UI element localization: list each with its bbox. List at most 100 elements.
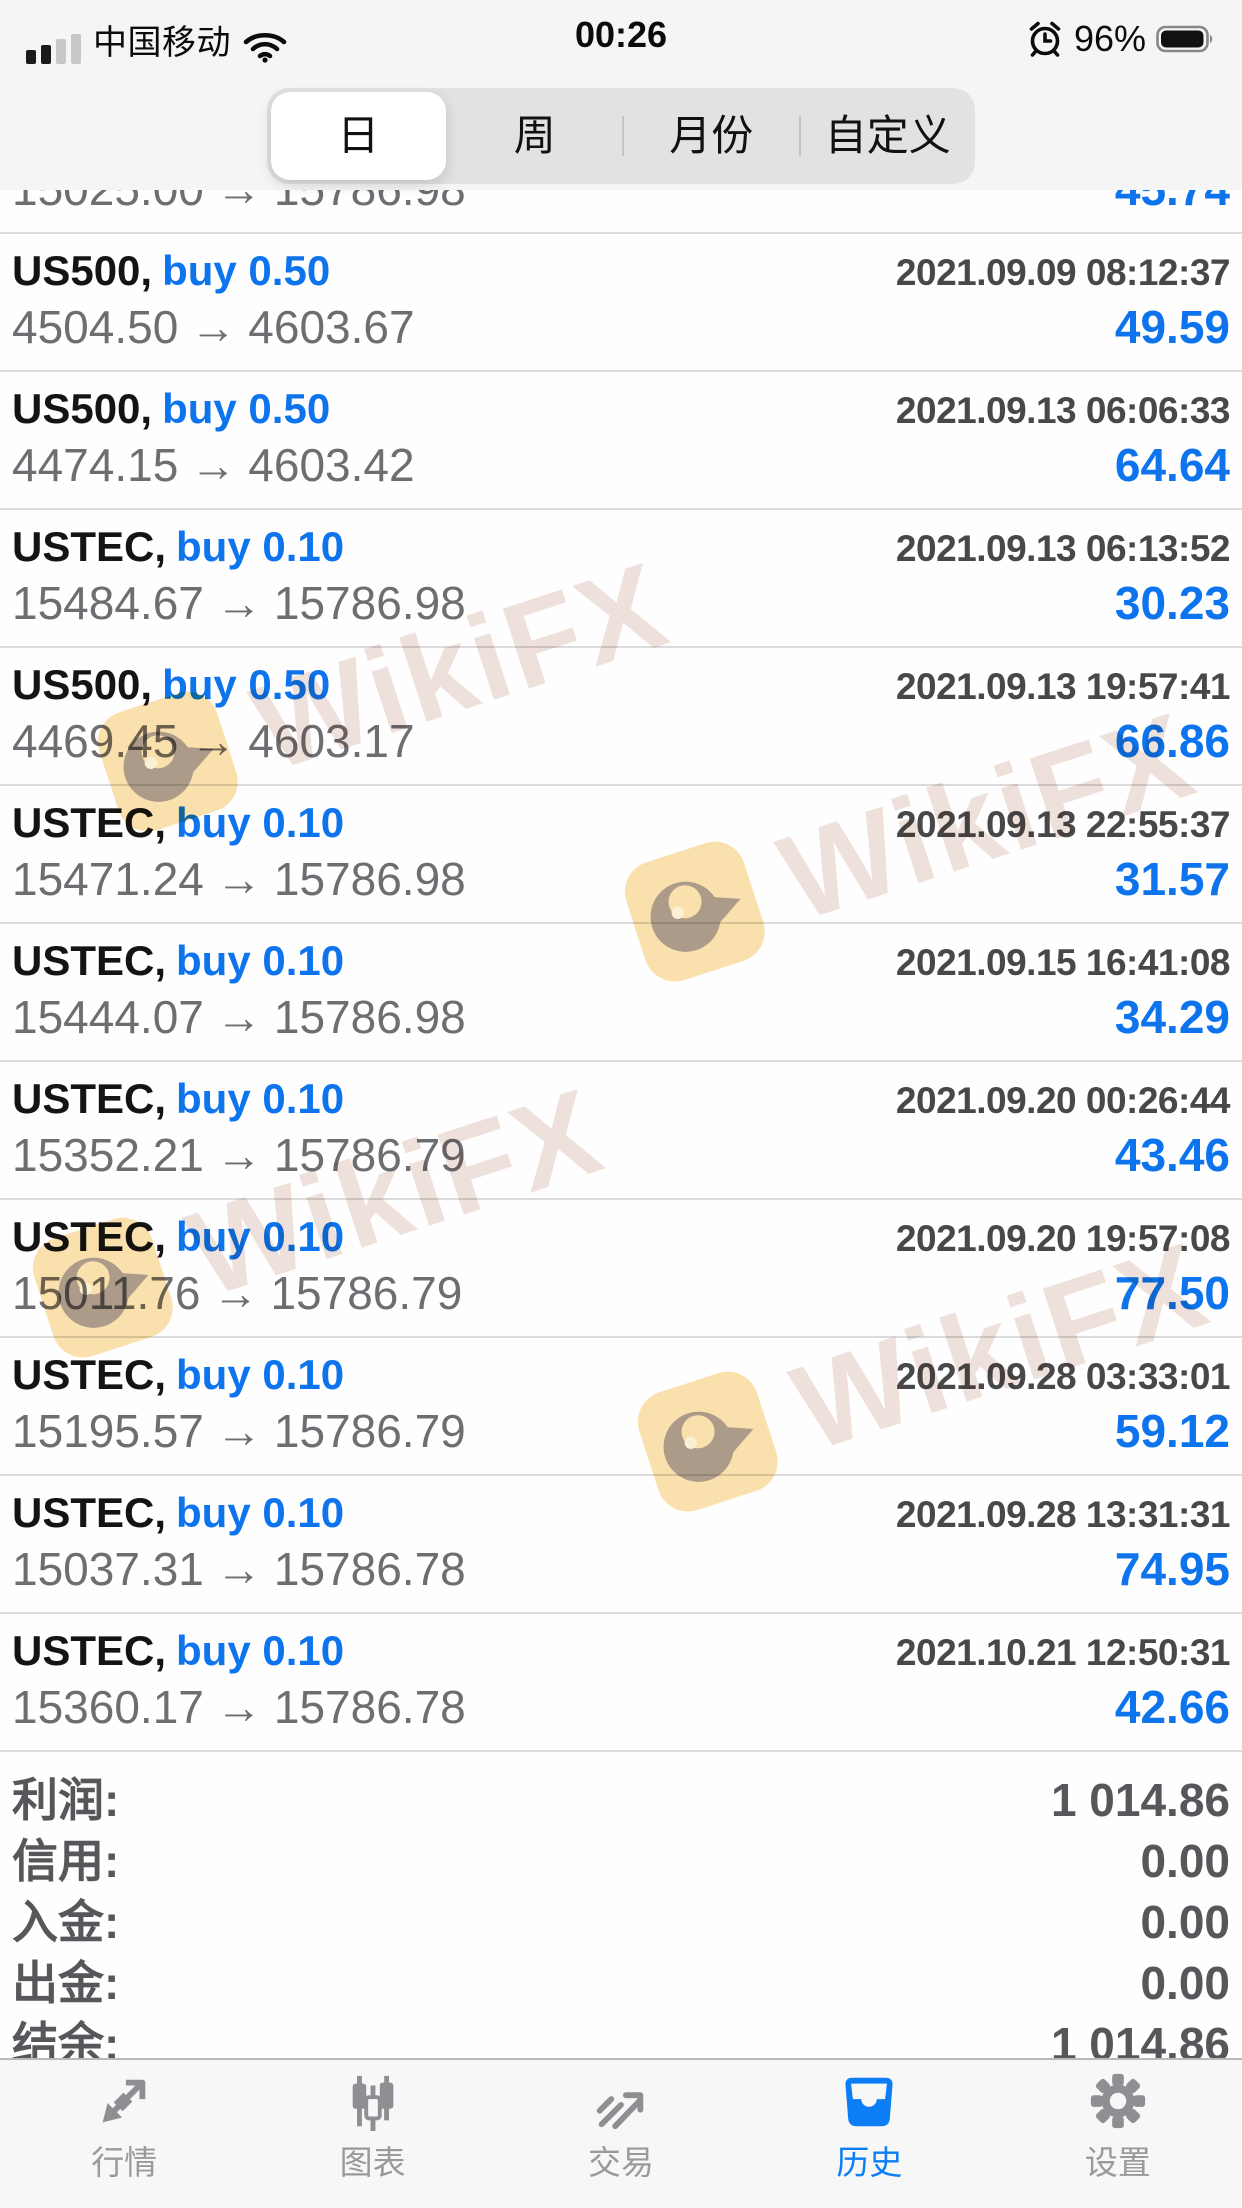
tab-charts[interactable]: 图表 bbox=[248, 2060, 496, 2208]
clipped-trade-row[interactable]: 15025.00 → 15786.98 45.74 bbox=[0, 190, 1242, 234]
segment-option-1[interactable]: 周 bbox=[513, 112, 556, 159]
cellular-signal-icon bbox=[26, 33, 81, 64]
trade-close-time: 2021.09.28 03:33:01 bbox=[895, 1356, 1231, 1397]
status-time: 00:26 bbox=[574, 14, 668, 55]
trade-row[interactable]: US500, buy 0.50 2021.09.13 06:06:33 4474.… bbox=[0, 372, 1242, 510]
tab-trade[interactable]: 交易 bbox=[497, 2060, 745, 2208]
segment-option-3[interactable]: 自定义 bbox=[824, 112, 951, 159]
trade-row[interactable]: US500, buy 0.50 2021.09.13 19:57:41 4469.… bbox=[0, 648, 1242, 786]
tab-quotes[interactable]: 行情 bbox=[0, 2060, 248, 2208]
summary-line: 出金: 0.00 bbox=[12, 1953, 1230, 2014]
trade-row[interactable]: USTEC, buy 0.10 2021.09.13 06:13:52 15484… bbox=[0, 510, 1242, 648]
battery-percent-label: 96% bbox=[1073, 18, 1146, 59]
trade-row[interactable]: USTEC, buy 0.10 2021.09.28 03:33:01 15195… bbox=[0, 1338, 1242, 1476]
trade-side: buy 0.10 bbox=[176, 1489, 345, 1536]
trade-row[interactable]: USTEC, buy 0.10 2021.09.20 19:57:08 15011… bbox=[0, 1200, 1242, 1338]
trade-close-price: 15786.98 bbox=[273, 577, 466, 629]
arrow-right-icon: → bbox=[215, 1543, 262, 1595]
trade-side: buy 0.10 bbox=[176, 799, 345, 846]
trade-profit: 74.95 bbox=[1114, 1543, 1230, 1595]
summary-line: 入金: 0.00 bbox=[12, 1892, 1230, 1953]
summary-value: 0.00 bbox=[1140, 1957, 1230, 2009]
trade-profit: 43.46 bbox=[1114, 1129, 1230, 1181]
trade-close-price: 4603.17 bbox=[248, 715, 415, 767]
trade-open-price: 15471.24 bbox=[12, 853, 204, 905]
trade-open-price: 4504.50 bbox=[12, 301, 179, 353]
summary-label: 出金: bbox=[12, 1957, 120, 2009]
summary-value: 1 014.86 bbox=[1050, 1774, 1230, 1826]
trade-profit: 59.12 bbox=[1114, 1405, 1230, 1457]
trade-close-price: 15786.98 bbox=[273, 991, 466, 1043]
trade-side: buy 0.50 bbox=[162, 247, 331, 294]
trade-close-price: 15786.79 bbox=[270, 1267, 463, 1319]
status-bar: 中国移动 00:26 96% bbox=[0, 0, 1242, 68]
trade-close-price: 15786.79 bbox=[273, 1405, 466, 1457]
trade-close-price: 15786.78 bbox=[273, 1681, 466, 1733]
battery-icon bbox=[1156, 24, 1216, 54]
trade-close-price: 4603.42 bbox=[248, 439, 415, 491]
trade-row[interactable]: USTEC, buy 0.10 2021.09.13 22:55:37 15471… bbox=[0, 786, 1242, 924]
tab-settings[interactable]: 设置 bbox=[994, 2060, 1242, 2208]
trade-row[interactable]: US500, buy 0.50 2021.09.09 08:12:37 4504.… bbox=[0, 234, 1242, 372]
trade-close-time: 2021.09.15 16:41:08 bbox=[895, 942, 1231, 983]
summary-line: 信用: 0.00 bbox=[12, 1831, 1230, 1892]
carrier-label: 中国移动 bbox=[93, 23, 231, 62]
trade-icon bbox=[596, 2092, 644, 2130]
trade-profit: 77.50 bbox=[1114, 1267, 1230, 1319]
arrow-right-icon: → bbox=[215, 1405, 262, 1457]
trade-row[interactable]: USTEC, buy 0.10 2021.09.20 00:26:44 15352… bbox=[0, 1062, 1242, 1200]
trade-symbol: USTEC, bbox=[12, 1351, 167, 1398]
trade-open-price: 15352.21 bbox=[12, 1129, 204, 1181]
trade-close-time: 2021.09.13 19:57:41 bbox=[895, 666, 1231, 707]
settings-icon bbox=[1090, 2073, 1145, 2129]
trade-profit: 42.66 bbox=[1114, 1681, 1230, 1733]
trade-side: buy 0.10 bbox=[176, 937, 345, 984]
history-list: 15025.00→15786.98 45.74 US500,buy 0.50 2… bbox=[0, 190, 1242, 2075]
trade-row[interactable]: USTEC, buy 0.10 2021.09.15 16:41:08 15444… bbox=[0, 924, 1242, 1062]
trade-symbol: USTEC, bbox=[12, 1213, 167, 1260]
trade-close-time: 2021.09.13 22:55:37 bbox=[895, 804, 1231, 845]
trade-profit: 45.74 bbox=[1115, 190, 1230, 216]
summary-value: 0.00 bbox=[1140, 1835, 1230, 1887]
trade-symbol: US500, bbox=[12, 385, 153, 432]
trade-profit: 34.29 bbox=[1114, 991, 1230, 1043]
trade-side: buy 0.10 bbox=[176, 1351, 345, 1398]
trade-profit: 30.23 bbox=[1114, 577, 1230, 629]
arrow-right-icon: → bbox=[215, 853, 262, 905]
summary-label: 入金: bbox=[12, 1896, 120, 1948]
arrow-right-icon: → bbox=[212, 1267, 259, 1319]
trade-close-time: 2021.09.20 00:26:44 bbox=[895, 1080, 1231, 1121]
trade-symbol: US500, bbox=[12, 247, 153, 294]
arrow-right-icon: → bbox=[215, 1681, 262, 1733]
trade-symbol: USTEC, bbox=[12, 1627, 167, 1674]
trade-symbol: USTEC, bbox=[12, 1075, 167, 1122]
trade-profit: 31.57 bbox=[1114, 853, 1230, 905]
trade-close-price: 15786.98 bbox=[274, 190, 466, 215]
trade-close-time: 2021.09.20 19:57:08 bbox=[895, 1218, 1231, 1259]
trade-row[interactable]: USTEC, buy 0.10 2021.09.28 13:31:31 15037… bbox=[0, 1476, 1242, 1614]
trade-row[interactable]: USTEC, buy 0.10 2021.10.21 12:50:31 15360… bbox=[0, 1614, 1242, 1752]
trade-close-price: 15786.78 bbox=[273, 1543, 466, 1595]
trade-open-price: 15025.00 bbox=[12, 190, 204, 215]
segment-option-2[interactable]: 月份 bbox=[669, 112, 754, 159]
arrow-right-icon: → bbox=[190, 439, 237, 491]
segment-option-0[interactable]: 日 bbox=[271, 92, 446, 180]
summary-line: 利润: 1 014.86 bbox=[12, 1770, 1230, 1831]
arrow-right-icon: → bbox=[215, 1129, 262, 1181]
trade-close-price: 4603.67 bbox=[248, 301, 415, 353]
segment-divider bbox=[798, 116, 801, 156]
period-filter-row: 日 周 月份 自定义 bbox=[0, 68, 1242, 190]
arrow-right-icon: → bbox=[216, 190, 262, 215]
trade-close-time: 2021.09.13 06:06:33 bbox=[895, 390, 1231, 431]
trade-open-price: 15484.67 bbox=[12, 577, 204, 629]
wifi-icon bbox=[243, 30, 287, 64]
segment-divider bbox=[622, 116, 624, 156]
trade-open-price: 15011.76 bbox=[12, 1267, 201, 1319]
trade-close-time: 2021.09.09 08:12:37 bbox=[895, 252, 1231, 293]
summary-label: 信用: bbox=[12, 1835, 120, 1887]
trade-side: buy 0.10 bbox=[176, 1627, 345, 1674]
trade-close-price: 15786.79 bbox=[273, 1129, 466, 1181]
tab-history[interactable]: 历史 bbox=[745, 2060, 993, 2208]
header: 中国移动 00:26 96% bbox=[0, 0, 1242, 190]
trade-open-price: 15360.17 bbox=[12, 1681, 204, 1733]
